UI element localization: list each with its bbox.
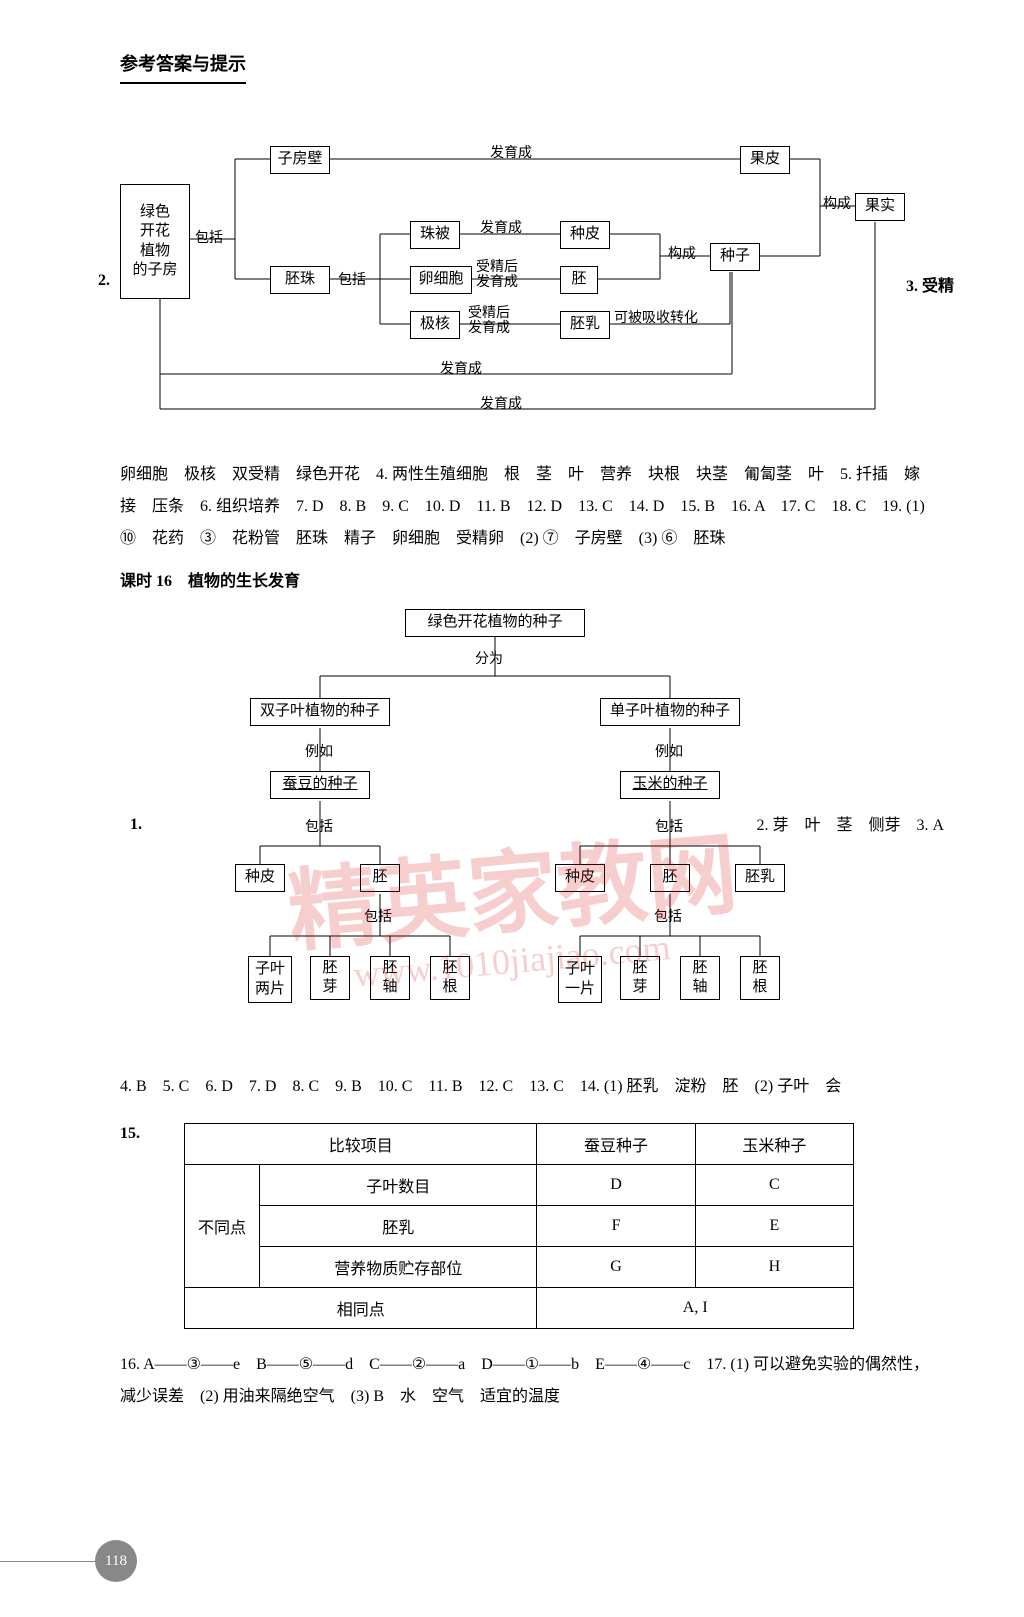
d1-e-baokuo: 包括 <box>195 227 223 247</box>
d2-pya: 胚芽 <box>310 956 350 1000</box>
table-row: 营养物质贮存部位 G H <box>185 1247 854 1288</box>
d1-e-fyc1: 发育成 <box>490 142 532 162</box>
d2-fenwei: 分为 <box>475 648 503 668</box>
d2-cd: 蚕豆的种子 <box>270 771 370 799</box>
d1-e-sjh2: 受精后 发育成 <box>468 306 510 337</box>
d2-zp1: 种皮 <box>235 864 285 892</box>
d1-zb: 珠被 <box>410 221 460 249</box>
d1-pz: 胚珠 <box>270 266 330 294</box>
d2-bk4: 包括 <box>654 906 682 926</box>
d2-pya2: 胚芽 <box>620 956 660 1000</box>
d1-gs: 果实 <box>855 193 905 221</box>
d2-szy: 双子叶植物的种子 <box>250 698 390 726</box>
d2-ym: 玉米的种子 <box>620 771 720 799</box>
answers-block-2: 4. B 5. C 6. D 7. D 8. C 9. B 10. C 11. … <box>120 1071 934 1103</box>
d1-zp: 种皮 <box>560 221 610 249</box>
table-row: 不同点 子叶数目 D C <box>185 1165 854 1206</box>
d1-e-gc2: 构成 <box>823 193 851 213</box>
td-r1b: C <box>695 1165 853 1206</box>
page-num-line <box>0 1561 95 1562</box>
d2-dzy: 单子叶植物的种子 <box>600 698 740 726</box>
d2-zy2: 子叶 两片 <box>248 956 292 1003</box>
d1-e-fyc3: 发育成 <box>440 358 482 378</box>
q15-number: 15. <box>120 1125 140 1143</box>
answers-block-3: 16. A——③——e B——⑤——d C——②——a D——①——b E——④… <box>120 1349 934 1413</box>
d2-root: 绿色开花植物的种子 <box>405 609 585 637</box>
d1-e-fyc2: 发育成 <box>480 217 522 237</box>
section-16-title: 课时 16 植物的生长发育 <box>120 567 934 591</box>
q15-wrap: 15. 比较项目 蚕豆种子 玉米种子 不同点 子叶数目 D C 胚乳 F E 营… <box>120 1115 934 1349</box>
d2-pg: 胚根 <box>430 956 470 1000</box>
comparison-table: 比较项目 蚕豆种子 玉米种子 不同点 子叶数目 D C 胚乳 F E 营养物质贮… <box>184 1123 854 1329</box>
q1-number: 1. <box>130 816 142 834</box>
d2-pzh2: 胚轴 <box>680 956 720 1000</box>
d1-e-gc1: 构成 <box>668 243 696 263</box>
d1-e-fyc4: 发育成 <box>480 393 522 413</box>
d2-bk2: 包括 <box>655 816 683 836</box>
d1-lxb: 卵细胞 <box>410 266 472 294</box>
th-cd: 蚕豆种子 <box>537 1124 695 1165</box>
td-r2a: F <box>537 1206 695 1247</box>
page-number: 118 <box>95 1540 137 1582</box>
page-title: 参考答案与提示 <box>120 50 246 84</box>
d1-root: 绿色 开花 植物 的子房 <box>120 184 190 299</box>
td-diff: 不同点 <box>185 1165 260 1288</box>
td-sameval: A, I <box>537 1288 854 1329</box>
td-r2: 胚乳 <box>260 1206 537 1247</box>
td-r2b: E <box>695 1206 853 1247</box>
d2-pg2: 胚根 <box>740 956 780 1000</box>
q2-number: 2. <box>98 272 110 290</box>
d2-liru2: 例如 <box>655 741 683 761</box>
d1-jh: 极核 <box>410 311 460 339</box>
d1-e-sjh1: 受精后 发育成 <box>476 260 518 291</box>
table-row: 胚乳 F E <box>185 1206 854 1247</box>
th-ym: 玉米种子 <box>695 1124 853 1165</box>
d2-pr2: 胚乳 <box>735 864 785 892</box>
td-r3b: H <box>695 1247 853 1288</box>
d2-pzh: 胚轴 <box>370 956 410 1000</box>
d1-zfb: 子房壁 <box>270 146 330 174</box>
d1-pei: 胚 <box>560 266 598 294</box>
answers-block-1: 卵细胞 极核 双受精 绿色开花 4. 两性生殖细胞 根 茎 叶 营养 块根 块茎… <box>120 459 934 555</box>
td-r1: 子叶数目 <box>260 1165 537 1206</box>
th-compare: 比较项目 <box>185 1124 537 1165</box>
d1-zz: 种子 <box>710 243 760 271</box>
d2-bk3: 包括 <box>364 906 392 926</box>
q3: 3. 受精 <box>906 272 954 296</box>
q2-q3-right: 2. 芽 叶 茎 侧芽 3. A <box>756 811 944 835</box>
d1-e-baokuo2: 包括 <box>338 269 366 289</box>
table-row: 相同点 A, I <box>185 1288 854 1329</box>
d2-p2: 胚 <box>650 864 690 892</box>
td-r1a: D <box>537 1165 695 1206</box>
d1-e-kbx: 可被吸收转化 <box>614 307 698 327</box>
d2-zy1: 子叶 一片 <box>558 956 602 1003</box>
page: 参考答案与提示 <box>0 0 1024 1617</box>
d1-gp: 果皮 <box>740 146 790 174</box>
td-r3: 营养物质贮存部位 <box>260 1247 537 1288</box>
d2-p1: 胚 <box>360 864 400 892</box>
d2-bk1: 包括 <box>305 816 333 836</box>
diagram-ovary-development: 2. 绿色 开花 植物 的子房 子房壁 胚珠 珠被 卵细胞 极核 种皮 胚 胚乳… <box>120 124 934 434</box>
td-r3a: G <box>537 1247 695 1288</box>
table-row: 比较项目 蚕豆种子 玉米种子 <box>185 1124 854 1165</box>
d2-zp2: 种皮 <box>555 864 605 892</box>
d1-pr: 胚乳 <box>560 311 610 339</box>
d2-liru1: 例如 <box>305 741 333 761</box>
diagram-seed-structure: 1. 绿色开花植物的种子 分为 双子叶植物的种子 单子叶植物的种子 例如 例如 … <box>120 606 934 1046</box>
td-same: 相同点 <box>185 1288 537 1329</box>
